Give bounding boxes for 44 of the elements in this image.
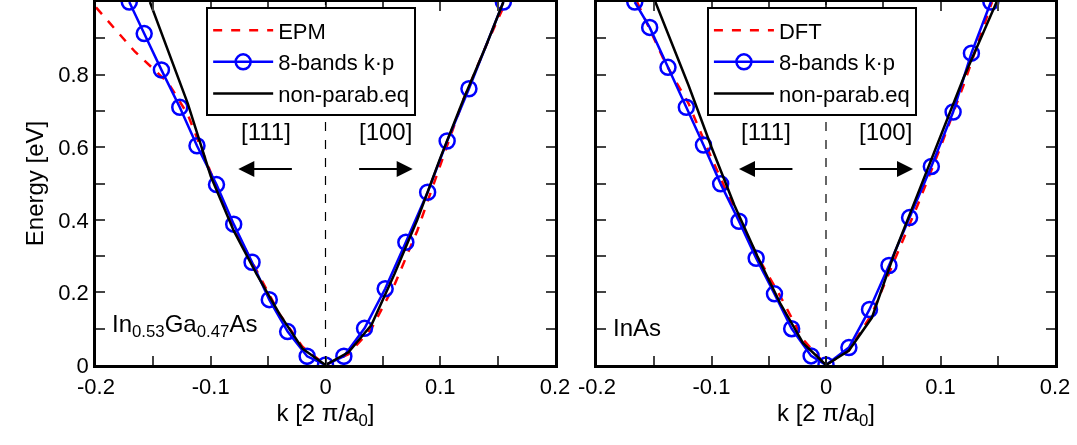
annotation: In$_{0.53}$Ga$_{0.47}$As [112, 310, 258, 342]
x-tick-label: 0.2 [1039, 374, 1071, 400]
point [944, 103, 962, 121]
legend-label: 8-bands k·p [778, 50, 896, 76]
x-tick-label: -0.1 [692, 374, 731, 400]
x-axis-title: k [2 π/a$_{0}$] [276, 399, 375, 431]
annotation: [111] [241, 118, 291, 145]
point [677, 98, 696, 117]
legend-label: DFT [778, 18, 822, 44]
y-axis-title: Energy [eV] [21, 120, 49, 247]
x-tick-label: 0 [319, 374, 332, 400]
legend-label: EPM [278, 18, 326, 44]
x-tick-label: 0.1 [925, 374, 956, 400]
x-tick-label: 0.1 [424, 374, 456, 400]
point [171, 98, 189, 117]
x-axis-title: k [2 π/a$_{0}$] [777, 399, 875, 431]
x-tick-label: -0.1 [191, 374, 230, 400]
y-tick-label: 0.2 [58, 280, 89, 306]
point [152, 61, 171, 79]
y-tick-label: 0.4 [58, 207, 89, 233]
point [243, 253, 261, 272]
annotation: [100] [359, 118, 413, 145]
point [418, 183, 437, 201]
point [438, 132, 456, 150]
legend-label: 8-bands k·p [278, 50, 395, 76]
point [962, 44, 981, 62]
point [460, 80, 478, 98]
x-tick-label: -0.2 [578, 374, 616, 400]
annotation: [100] [859, 118, 913, 145]
x-tick-label: 0.2 [539, 374, 571, 400]
point [802, 347, 820, 365]
point [135, 24, 153, 43]
point [659, 58, 677, 77]
point [765, 285, 784, 303]
y-tick-label: 0.6 [58, 134, 89, 160]
x-tick-label: 0 [819, 374, 833, 400]
point [840, 338, 858, 357]
point [640, 18, 659, 37]
annotation: [111] [741, 118, 791, 145]
legend-label: non-parab.eq [778, 82, 910, 108]
point [747, 249, 765, 268]
legend-label: non-parab.eq [278, 82, 410, 108]
y-tick-label: 0.8 [58, 62, 89, 88]
annotation: InAs [613, 314, 662, 341]
